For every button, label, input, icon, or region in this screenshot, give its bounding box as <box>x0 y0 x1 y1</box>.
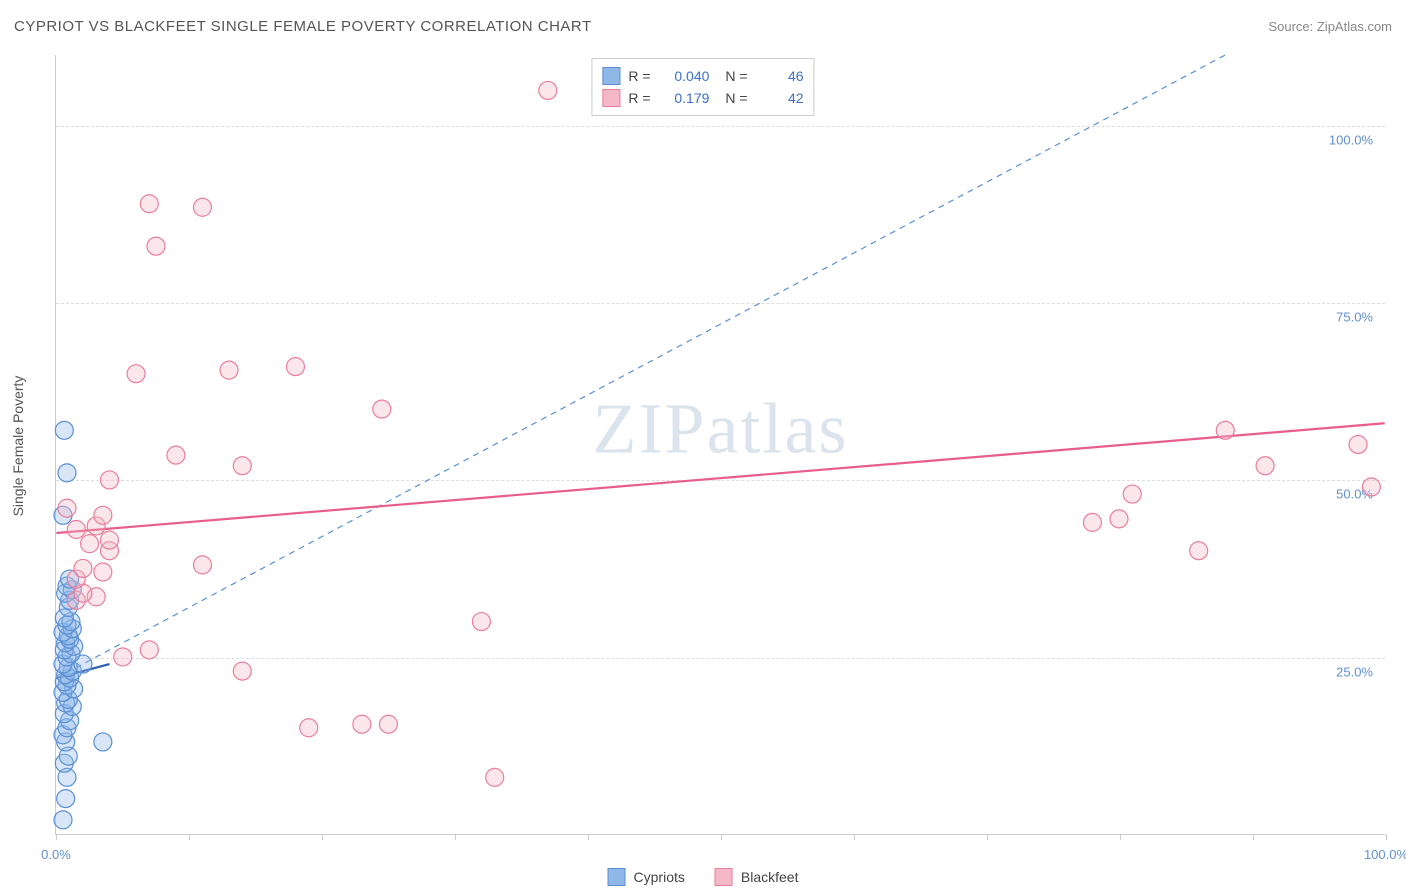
x-tick <box>588 834 589 840</box>
x-tick <box>455 834 456 840</box>
data-point-blackfeet <box>353 715 371 733</box>
x-tick <box>854 834 855 840</box>
data-point-blackfeet <box>94 563 112 581</box>
x-tick <box>56 834 57 840</box>
data-point-blackfeet <box>1083 513 1101 531</box>
source-attribution: Source: ZipAtlas.com <box>1268 19 1392 34</box>
r-value-cypriots: 0.040 <box>661 65 709 87</box>
data-point-blackfeet <box>140 195 158 213</box>
data-point-blackfeet <box>94 506 112 524</box>
data-point-blackfeet <box>1256 457 1274 475</box>
data-point-blackfeet <box>1110 510 1128 528</box>
scatter-plot-svg <box>56 55 1385 834</box>
swatch-cypriots <box>602 67 620 85</box>
x-tick <box>1386 834 1387 840</box>
legend-row-cypriots: R = 0.040 N = 46 <box>602 65 803 87</box>
data-point-blackfeet <box>81 535 99 553</box>
data-point-blackfeet <box>233 662 251 680</box>
swatch-blackfeet <box>602 89 620 107</box>
data-point-blackfeet <box>220 361 238 379</box>
x-tick <box>1253 834 1254 840</box>
data-point-blackfeet <box>472 613 490 631</box>
data-point-blackfeet <box>379 715 397 733</box>
r-value-blackfeet: 0.179 <box>661 87 709 109</box>
n-value-cypriots: 46 <box>756 65 804 87</box>
x-label-right: 100.0% <box>1364 847 1406 862</box>
n-value-blackfeet: 42 <box>756 87 804 109</box>
x-tick <box>987 834 988 840</box>
x-tick <box>322 834 323 840</box>
r-label: R = <box>628 87 653 109</box>
data-point-blackfeet <box>74 559 92 577</box>
x-label-left: 0.0% <box>41 847 71 862</box>
data-point-cypriots <box>54 811 72 829</box>
swatch-cypriots-bottom <box>608 868 626 886</box>
data-point-blackfeet <box>100 531 118 549</box>
data-point-blackfeet <box>100 471 118 489</box>
series-legend: Cypriots Blackfeet <box>608 868 799 886</box>
y-axis-label: Single Female Poverty <box>10 376 26 517</box>
chart-container: CYPRIOT VS BLACKFEET SINGLE FEMALE POVER… <box>0 0 1406 892</box>
data-point-blackfeet <box>147 237 165 255</box>
data-point-blackfeet <box>114 648 132 666</box>
data-point-blackfeet <box>1349 436 1367 454</box>
legend-item-cypriots: Cypriots <box>608 868 685 886</box>
data-point-blackfeet <box>67 520 85 538</box>
legend-label-blackfeet: Blackfeet <box>741 869 799 885</box>
data-point-cypriots <box>94 733 112 751</box>
data-point-blackfeet <box>1190 542 1208 560</box>
data-point-blackfeet <box>300 719 318 737</box>
correlation-legend: R = 0.040 N = 46 R = 0.179 N = 42 <box>591 58 814 116</box>
chart-title: CYPRIOT VS BLACKFEET SINGLE FEMALE POVER… <box>14 18 592 35</box>
data-point-blackfeet <box>286 358 304 376</box>
data-point-blackfeet <box>193 198 211 216</box>
data-point-blackfeet <box>1123 485 1141 503</box>
x-tick <box>721 834 722 840</box>
data-point-blackfeet <box>167 446 185 464</box>
data-point-blackfeet <box>193 556 211 574</box>
r-label: R = <box>628 65 653 87</box>
data-point-blackfeet <box>373 400 391 418</box>
data-point-cypriots <box>57 790 75 808</box>
title-bar: CYPRIOT VS BLACKFEET SINGLE FEMALE POVER… <box>14 18 1392 35</box>
data-point-blackfeet <box>539 81 557 99</box>
data-point-blackfeet <box>140 641 158 659</box>
data-point-cypriots <box>55 421 73 439</box>
data-point-blackfeet <box>58 499 76 517</box>
data-point-blackfeet <box>1362 478 1380 496</box>
x-tick <box>1120 834 1121 840</box>
n-label: N = <box>725 65 747 87</box>
data-point-blackfeet <box>127 365 145 383</box>
plot-area: ZIPatlas 25.0%50.0%75.0%100.0%0.0%100.0% <box>55 55 1385 835</box>
n-label: N = <box>725 87 747 109</box>
data-point-cypriots <box>58 464 76 482</box>
legend-row-blackfeet: R = 0.179 N = 42 <box>602 87 803 109</box>
legend-item-blackfeet: Blackfeet <box>715 868 799 886</box>
x-tick <box>189 834 190 840</box>
legend-label-cypriots: Cypriots <box>634 869 685 885</box>
swatch-blackfeet-bottom <box>715 868 733 886</box>
data-point-blackfeet <box>486 768 504 786</box>
data-point-blackfeet <box>1216 421 1234 439</box>
data-point-blackfeet <box>233 457 251 475</box>
